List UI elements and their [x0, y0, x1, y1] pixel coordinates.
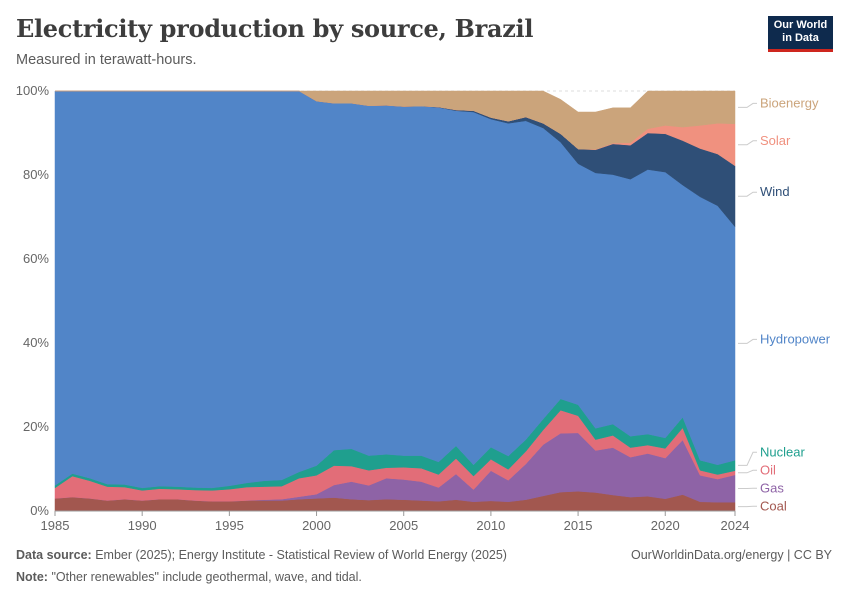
legend-label-coal[interactable]: Coal — [760, 498, 787, 513]
x-tick-label: 1990 — [128, 518, 157, 533]
areas — [54, 90, 736, 512]
stacked-area-chart: 0% 20% 40% 60% 80% 100% 1985 1990 1995 2000 2005 20… — [16, 83, 831, 533]
label-connector-oil — [738, 469, 757, 474]
source-text: Ember (2025); Energy Institute - Statist… — [95, 548, 507, 562]
x-tick-label: 2005 — [389, 518, 418, 533]
legend-label-hydropower[interactable]: Hydropower — [760, 331, 831, 346]
legend-label-nuclear[interactable]: Nuclear — [760, 444, 805, 459]
legend-label-wind[interactable]: Wind — [760, 184, 790, 199]
x-tick-label: 1995 — [215, 518, 244, 533]
logo-line2: in Data — [782, 32, 819, 44]
legend-labels: Bioenergy Solar Wind Hydropower Nuclear Oil Ga… — [738, 95, 831, 513]
chart-subtitle: Measured in terawatt-hours. — [16, 52, 197, 68]
legend-label-oil[interactable]: Oil — [760, 462, 776, 477]
x-tick-label: 1985 — [41, 518, 70, 533]
y-tick-label: 80% — [23, 167, 49, 182]
note-label: Note: — [16, 570, 48, 584]
note-text: "Other renewables" include geothermal, w… — [51, 570, 362, 584]
label-connector-hydropower — [738, 338, 757, 344]
logo-line1: Our World — [773, 19, 828, 31]
source-label: Data source: — [16, 548, 92, 562]
x-tick-label: 2020 — [651, 518, 680, 533]
chart-title: Electricity production by source, Brazil — [16, 14, 534, 43]
x-tick-label: 2015 — [564, 518, 593, 533]
legend-label-gas[interactable]: Gas — [760, 480, 784, 495]
footer-source: Data source: Ember (2025); Energy Instit… — [16, 548, 507, 562]
y-tick-label: 40% — [23, 335, 49, 350]
footer-note: Note: "Other renewables" include geother… — [16, 570, 362, 584]
label-connector-bioenergy — [738, 102, 757, 108]
x-tick-label: 2024 — [721, 518, 750, 533]
x-tick-label: 2000 — [302, 518, 331, 533]
label-connector-solar — [738, 140, 757, 146]
y-tick-label: 100% — [16, 83, 50, 98]
legend-label-bioenergy[interactable]: Bioenergy — [760, 95, 819, 110]
legend-label-solar[interactable]: Solar — [760, 133, 791, 148]
owid-logo[interactable]: Our World in Data — [768, 16, 833, 52]
y-tick-label: 20% — [23, 419, 49, 434]
axes: 0% 20% 40% 60% 80% 100% 1985 1990 1995 2000 2005 20… — [16, 83, 750, 533]
area-bioenergy[interactable] — [55, 90, 736, 150]
y-tick-label: 60% — [23, 251, 49, 266]
label-connector-wind — [738, 191, 757, 197]
x-tick-label: 2010 — [476, 518, 505, 533]
y-tick-label: 0% — [30, 503, 49, 518]
label-connector-nuclear — [738, 451, 757, 466]
footer-link[interactable]: OurWorldinData.org/energy | CC BY — [630, 548, 832, 562]
